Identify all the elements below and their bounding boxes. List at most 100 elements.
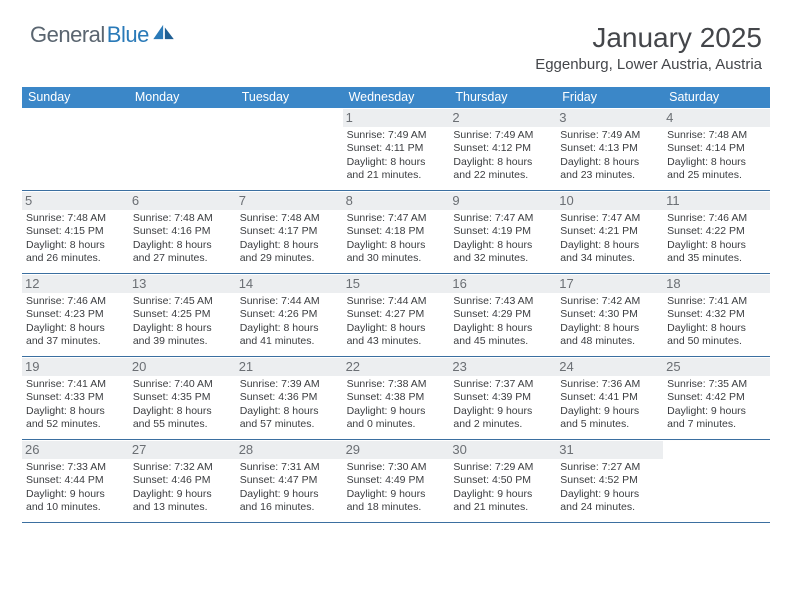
daylight-text: Daylight: 8 hours and 41 minutes. bbox=[240, 322, 339, 349]
sunrise-text: Sunrise: 7:31 AM bbox=[240, 461, 339, 474]
day-info: Sunrise: 7:46 AMSunset: 4:23 PMDaylight:… bbox=[26, 295, 125, 349]
day-number: 20 bbox=[129, 358, 236, 376]
brand-name-2: Blue bbox=[107, 22, 149, 48]
day-number: 1 bbox=[343, 109, 450, 127]
sunset-text: Sunset: 4:32 PM bbox=[667, 308, 766, 321]
sunset-text: Sunset: 4:14 PM bbox=[667, 142, 766, 155]
day-info: Sunrise: 7:43 AMSunset: 4:29 PMDaylight:… bbox=[453, 295, 552, 349]
day-info: Sunrise: 7:49 AMSunset: 4:13 PMDaylight:… bbox=[560, 129, 659, 183]
daylight-text: Daylight: 8 hours and 52 minutes. bbox=[26, 405, 125, 432]
sunrise-text: Sunrise: 7:49 AM bbox=[347, 129, 446, 142]
calendar-cell bbox=[129, 108, 236, 190]
day-number: 4 bbox=[663, 109, 770, 127]
sunrise-text: Sunrise: 7:44 AM bbox=[240, 295, 339, 308]
sunset-text: Sunset: 4:52 PM bbox=[560, 474, 659, 487]
daylight-text: Daylight: 9 hours and 2 minutes. bbox=[453, 405, 552, 432]
calendar-cell: 18Sunrise: 7:41 AMSunset: 4:32 PMDayligh… bbox=[663, 274, 770, 356]
weekday-label: Thursday bbox=[449, 87, 556, 108]
day-number: 21 bbox=[236, 358, 343, 376]
daylight-text: Daylight: 9 hours and 21 minutes. bbox=[453, 488, 552, 515]
sunrise-text: Sunrise: 7:44 AM bbox=[347, 295, 446, 308]
day-info: Sunrise: 7:47 AMSunset: 4:19 PMDaylight:… bbox=[453, 212, 552, 266]
sunrise-text: Sunrise: 7:46 AM bbox=[667, 212, 766, 225]
sunset-text: Sunset: 4:16 PM bbox=[133, 225, 232, 238]
daylight-text: Daylight: 9 hours and 7 minutes. bbox=[667, 405, 766, 432]
daylight-text: Daylight: 8 hours and 26 minutes. bbox=[26, 239, 125, 266]
sunset-text: Sunset: 4:22 PM bbox=[667, 225, 766, 238]
day-number: 18 bbox=[663, 275, 770, 293]
sunset-text: Sunset: 4:23 PM bbox=[26, 308, 125, 321]
calendar-cell: 12 Sunrise: 7:46 AMSunset: 4:23 PMDayligh… bbox=[22, 274, 129, 356]
day-number: 13 bbox=[129, 275, 236, 293]
day-number: 27 bbox=[129, 441, 236, 459]
calendar-cell: 17Sunrise: 7:42 AMSunset: 4:30 PMDayligh… bbox=[556, 274, 663, 356]
day-number: 14 bbox=[236, 275, 343, 293]
sunset-text: Sunset: 4:42 PM bbox=[667, 391, 766, 404]
sunset-text: Sunset: 4:30 PM bbox=[560, 308, 659, 321]
weekday-label: Sunday bbox=[22, 87, 129, 108]
sunset-text: Sunset: 4:25 PM bbox=[133, 308, 232, 321]
calendar-cell: 4 Sunrise: 7:48 AMSunset: 4:14 PMDaylight… bbox=[663, 108, 770, 190]
weekday-label: Monday bbox=[129, 87, 236, 108]
title-block: January 2025 Eggenburg, Lower Austria, A… bbox=[535, 22, 762, 73]
daylight-text: Daylight: 9 hours and 10 minutes. bbox=[26, 488, 125, 515]
sunset-text: Sunset: 4:27 PM bbox=[347, 308, 446, 321]
calendar-cell: 29Sunrise: 7:30 AMSunset: 4:49 PMDayligh… bbox=[343, 440, 450, 522]
daylight-text: Daylight: 8 hours and 55 minutes. bbox=[133, 405, 232, 432]
calendar-cell: 14Sunrise: 7:44 AMSunset: 4:26 PMDayligh… bbox=[236, 274, 343, 356]
daylight-text: Daylight: 8 hours and 30 minutes. bbox=[347, 239, 446, 266]
day-info: Sunrise: 7:48 AMSunset: 4:16 PMDaylight:… bbox=[133, 212, 232, 266]
day-info: Sunrise: 7:48 AMSunset: 4:14 PMDaylight:… bbox=[667, 129, 766, 183]
sunrise-text: Sunrise: 7:42 AM bbox=[560, 295, 659, 308]
day-info: Sunrise: 7:45 AMSunset: 4:25 PMDaylight:… bbox=[133, 295, 232, 349]
calendar-cell: 13 Sunrise: 7:45 AMSunset: 4:25 PMDayligh… bbox=[129, 274, 236, 356]
day-info: Sunrise: 7:35 AMSunset: 4:42 PMDaylight:… bbox=[667, 378, 766, 432]
weekday-label: Wednesday bbox=[343, 87, 450, 108]
daylight-text: Daylight: 8 hours and 57 minutes. bbox=[240, 405, 339, 432]
day-number: 9 bbox=[449, 192, 556, 210]
calendar-cell: 21 Sunrise: 7:39 AMSunset: 4:36 PMDayligh… bbox=[236, 357, 343, 439]
sunrise-text: Sunrise: 7:48 AM bbox=[133, 212, 232, 225]
sunset-text: Sunset: 4:29 PM bbox=[453, 308, 552, 321]
page-header: GeneralBlue January 2025 Eggenburg, Lowe… bbox=[0, 0, 792, 79]
sunrise-text: Sunrise: 7:41 AM bbox=[667, 295, 766, 308]
daylight-text: Daylight: 9 hours and 18 minutes. bbox=[347, 488, 446, 515]
sunrise-text: Sunrise: 7:27 AM bbox=[560, 461, 659, 474]
daylight-text: Daylight: 9 hours and 5 minutes. bbox=[560, 405, 659, 432]
day-info: Sunrise: 7:29 AMSunset: 4:50 PMDaylight:… bbox=[453, 461, 552, 515]
daylight-text: Daylight: 8 hours and 23 minutes. bbox=[560, 156, 659, 183]
sunset-text: Sunset: 4:15 PM bbox=[26, 225, 125, 238]
daylight-text: Daylight: 9 hours and 16 minutes. bbox=[240, 488, 339, 515]
daylight-text: Daylight: 9 hours and 24 minutes. bbox=[560, 488, 659, 515]
sunset-text: Sunset: 4:13 PM bbox=[560, 142, 659, 155]
daylight-text: Daylight: 8 hours and 29 minutes. bbox=[240, 239, 339, 266]
sunrise-text: Sunrise: 7:33 AM bbox=[26, 461, 125, 474]
calendar-cell: 19Sunrise: 7:41 AMSunset: 4:33 PMDayligh… bbox=[22, 357, 129, 439]
sunrise-text: Sunrise: 7:36 AM bbox=[560, 378, 659, 391]
calendar-cell: 15Sunrise: 7:44 AMSunset: 4:27 PMDayligh… bbox=[343, 274, 450, 356]
day-info: Sunrise: 7:47 AMSunset: 4:21 PMDaylight:… bbox=[560, 212, 659, 266]
day-info: Sunrise: 7:32 AMSunset: 4:46 PMDaylight:… bbox=[133, 461, 232, 515]
sunrise-text: Sunrise: 7:32 AM bbox=[133, 461, 232, 474]
day-info: Sunrise: 7:40 AMSunset: 4:35 PMDaylight:… bbox=[133, 378, 232, 432]
daylight-text: Daylight: 8 hours and 48 minutes. bbox=[560, 322, 659, 349]
sunrise-text: Sunrise: 7:47 AM bbox=[347, 212, 446, 225]
sunrise-text: Sunrise: 7:39 AM bbox=[240, 378, 339, 391]
day-number: 12 bbox=[22, 275, 129, 293]
daylight-text: Daylight: 9 hours and 0 minutes. bbox=[347, 405, 446, 432]
day-number: 23 bbox=[449, 358, 556, 376]
day-number: 25 bbox=[663, 358, 770, 376]
calendar-week-row: 26Sunrise: 7:33 AMSunset: 4:44 PMDayligh… bbox=[22, 440, 770, 523]
day-number: 31 bbox=[556, 441, 663, 459]
day-number: 11 bbox=[663, 192, 770, 210]
sunrise-text: Sunrise: 7:40 AM bbox=[133, 378, 232, 391]
sunrise-text: Sunrise: 7:30 AM bbox=[347, 461, 446, 474]
sunset-text: Sunset: 4:12 PM bbox=[453, 142, 552, 155]
day-info: Sunrise: 7:27 AMSunset: 4:52 PMDaylight:… bbox=[560, 461, 659, 515]
calendar-cell: 3Sunrise: 7:49 AMSunset: 4:13 PMDaylight… bbox=[556, 108, 663, 190]
sunrise-text: Sunrise: 7:48 AM bbox=[26, 212, 125, 225]
sunset-text: Sunset: 4:36 PM bbox=[240, 391, 339, 404]
day-info: Sunrise: 7:47 AMSunset: 4:18 PMDaylight:… bbox=[347, 212, 446, 266]
calendar-cell: 23Sunrise: 7:37 AMSunset: 4:39 PMDayligh… bbox=[449, 357, 556, 439]
sunrise-text: Sunrise: 7:46 AM bbox=[26, 295, 125, 308]
